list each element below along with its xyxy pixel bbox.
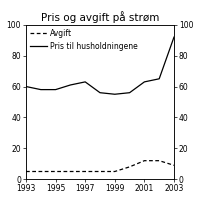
Pris til husholdningene: [158, 78, 160, 80]
Legend: Avgift, Pris til husholdningene: Avgift, Pris til husholdningene: [28, 27, 139, 53]
Avgift: [158, 159, 160, 162]
Pris til husholdningene: [114, 93, 116, 96]
Pris til husholdningene: [25, 85, 27, 88]
Title: Pris og avgift på strøm: Pris og avgift på strøm: [41, 11, 159, 22]
Pris til husholdningene: [128, 91, 131, 94]
Avgift: [143, 159, 146, 162]
Avgift: [173, 164, 175, 166]
Line: Avgift: Avgift: [26, 161, 174, 171]
Pris til husholdningene: [99, 91, 101, 94]
Avgift: [69, 170, 72, 173]
Avgift: [84, 170, 86, 173]
Pris til husholdningene: [40, 88, 42, 91]
Avgift: [54, 170, 57, 173]
Avgift: [128, 166, 131, 168]
Line: Pris til husholdningene: Pris til husholdningene: [26, 37, 174, 94]
Avgift: [25, 170, 27, 173]
Pris til husholdningene: [84, 81, 86, 83]
Pris til husholdningene: [173, 36, 175, 38]
Avgift: [40, 170, 42, 173]
Pris til husholdningene: [69, 84, 72, 86]
Avgift: [99, 170, 101, 173]
Pris til husholdningene: [54, 88, 57, 91]
Pris til husholdningene: [143, 81, 146, 83]
Avgift: [114, 170, 116, 173]
